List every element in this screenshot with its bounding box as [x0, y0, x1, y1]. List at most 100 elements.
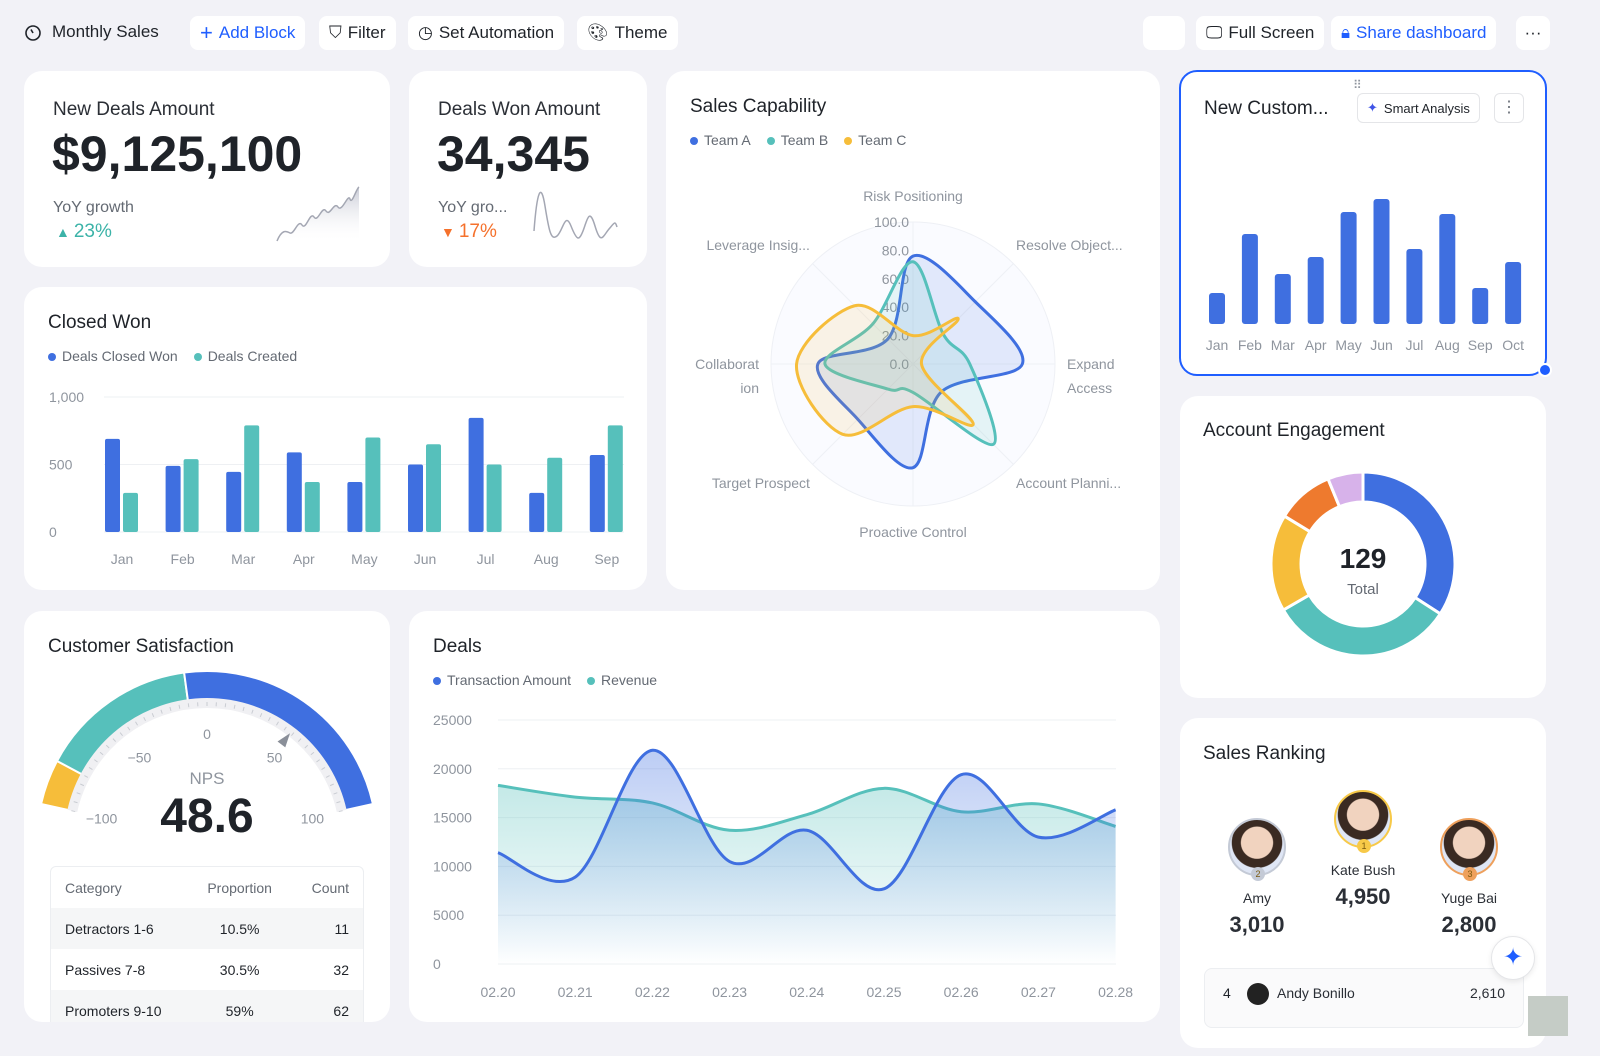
radar-series-team-b: [823, 260, 997, 446]
filter-button[interactable]: ⛉ Filter: [319, 16, 396, 50]
y-tick-label: 15000: [433, 810, 472, 826]
x-tick-label: Feb: [171, 551, 195, 567]
donut-slice: [1326, 470, 1365, 509]
gauge-tick: [160, 709, 163, 714]
bar: [183, 459, 199, 532]
satisfaction-table: Category Proportion Count Detractors 1-6…: [50, 866, 364, 1022]
full-screen-button[interactable]: 🖵︎ Full Screen: [1196, 16, 1325, 50]
x-tick-label: Jul: [477, 551, 495, 567]
gauge-tick-label: 50: [267, 750, 283, 766]
gauge-tick: [224, 703, 227, 708]
set-automation-button[interactable]: ◷ Set Automation: [408, 16, 565, 50]
bar: [486, 464, 502, 532]
x-tick-label: May: [351, 551, 377, 567]
radar-axis-line: [812, 263, 914, 365]
gauge-tick: [316, 759, 321, 763]
presentation-icon: 🖵︎: [1206, 23, 1223, 42]
radar-axis-line: [812, 363, 914, 465]
kpi-growth-label: YoY growth: [53, 199, 134, 216]
legend-item-revenue[interactable]: Revenue: [587, 672, 657, 688]
legend-item-transaction-amount[interactable]: Transaction Amount: [433, 672, 571, 688]
donut-slice: [1269, 514, 1313, 613]
theme-button[interactable]: 🎨︎ Theme: [577, 16, 678, 50]
card-menu-button[interactable]: ⋮: [1494, 93, 1524, 123]
column-header: Count: [311, 879, 349, 896]
x-tick-label: Oct: [1502, 337, 1524, 353]
podium-entry[interactable]: 1 Kate Bush 4,950: [1313, 790, 1413, 910]
plus-icon: +: [200, 20, 213, 45]
card-title: Sales Capability: [690, 96, 827, 117]
closed-won-bar-chart: 0 500 1,000 Jan Feb Mar Apr May Jun Jul Aug Sep: [49, 389, 624, 567]
x-tick-label: Jun: [1370, 337, 1393, 353]
x-tick-label: 02.27: [1021, 984, 1056, 1000]
legend-item-deals-closed-won[interactable]: Deals Closed Won: [48, 348, 178, 364]
gauge-tick: [93, 759, 98, 763]
x-tick-label: Aug: [1435, 337, 1460, 353]
account-engagement-card[interactable]: Account Engagement 129 Total: [1180, 396, 1546, 698]
gauge-tick: [259, 713, 263, 718]
x-tick-label: 02.21: [558, 984, 593, 1000]
donut-slice: [1281, 592, 1443, 658]
radar-axis-label: Leverage Insig...: [706, 237, 810, 253]
sales-ranking-card[interactable]: Sales Ranking 2 Amy 3,010 1 Kate Bush 4,9…: [1180, 718, 1546, 1048]
resize-handle[interactable]: [1538, 363, 1552, 377]
kpi-growth: ▲ 23%: [56, 221, 112, 243]
legend-item-team-c[interactable]: Team C: [844, 132, 906, 148]
bar: [1472, 288, 1489, 324]
column-header: Proportion: [207, 879, 272, 896]
deals-card[interactable]: Deals Transaction Amount Revenue 0 5000 10…: [409, 611, 1160, 1022]
set-automation-label: Set Automation: [438, 23, 555, 42]
closed-won-card[interactable]: Closed Won Deals Closed Won Deals Create…: [24, 287, 647, 590]
podium-value: 2,800: [1441, 912, 1497, 937]
table-row: Promoters 9-10 59% 62: [51, 990, 363, 1022]
series-line-revenue: [497, 783, 1117, 832]
radar-tick-label: 0.0: [890, 356, 910, 372]
podium-entry[interactable]: 2 Amy 3,010: [1207, 818, 1307, 938]
bar: [304, 482, 320, 532]
radar-chart: Risk Positioning Resolve Object... Expand A…: [695, 188, 1122, 540]
gauge-tick: [135, 721, 138, 726]
kpi-new-deals-card[interactable]: New Deals Amount $9,125,100 YoY growth ▲…: [24, 71, 390, 267]
clock-automation-icon: ◷: [418, 23, 433, 42]
x-tick-label: Jun: [414, 551, 437, 567]
kpi-growth-value: 23%: [73, 221, 112, 242]
share-dashboard-button[interactable]: 🔒︎ Share dashboard: [1331, 16, 1497, 50]
bar: [1406, 249, 1423, 324]
podium-name: Amy: [1243, 890, 1271, 906]
legend-item-team-a[interactable]: Team A: [690, 132, 751, 148]
more-button[interactable]: ···: [1516, 16, 1550, 50]
rank-name: Andy Bonillo: [1277, 985, 1355, 1001]
triangle-down-icon: ▼: [441, 224, 455, 240]
drag-handle-icon[interactable]: ⠿: [1353, 78, 1363, 92]
podium-entry[interactable]: 3 Yuge Bai 2,800: [1419, 818, 1519, 938]
x-tick-label: Sep: [1468, 337, 1493, 353]
table-row: Passives 7-8 30.5% 32: [65, 961, 349, 978]
gauge-tick: [291, 732, 295, 736]
bar: [123, 492, 138, 532]
rank-badge: 1: [1357, 839, 1371, 853]
legend-item-deals-created[interactable]: Deals Created: [193, 348, 297, 364]
legend-item-team-b[interactable]: Team B: [766, 132, 828, 148]
x-tick-label: Jul: [1405, 337, 1423, 353]
kpi-deals-won-card[interactable]: Deals Won Amount 34,345 YoY gro... ▼ 17%: [409, 71, 647, 267]
bar: [426, 444, 441, 532]
radar-legend: Team A Team B Team C: [690, 132, 906, 148]
y-tick-label: 0: [49, 524, 57, 540]
ai-assistant-button[interactable]: ✦: [1491, 936, 1535, 980]
add-block-button[interactable]: + Add Block: [190, 16, 306, 50]
rank-badge: 3: [1463, 867, 1477, 881]
bar: [1505, 262, 1522, 324]
ranking-list-item[interactable]: 4 Andy Bonillo 2,610: [1204, 968, 1524, 1028]
avatar: 3: [1440, 818, 1498, 881]
blank-toolbar-button[interactable]: [1143, 16, 1185, 50]
smart-analysis-button[interactable]: ✦ Smart Analysis: [1357, 93, 1480, 123]
new-customers-card[interactable]: ⠿ New Custom... ✦ Smart Analysis ⋮ Jan Feb…: [1179, 70, 1552, 377]
customer-satisfaction-card[interactable]: Customer Satisfaction −100 −50 0 50 100 NPS …: [24, 611, 390, 1022]
gauge-tick-label: −100: [86, 810, 118, 826]
sales-capability-card[interactable]: Sales Capability Team A Team B Team C Ri…: [666, 71, 1160, 590]
x-tick-label: Feb: [1238, 337, 1262, 353]
kpi-label: New Deals Amount: [53, 99, 215, 120]
gauge-tick: [333, 792, 338, 795]
gauge-tick: [283, 726, 287, 731]
kpi-growth-value: 17%: [458, 221, 497, 242]
